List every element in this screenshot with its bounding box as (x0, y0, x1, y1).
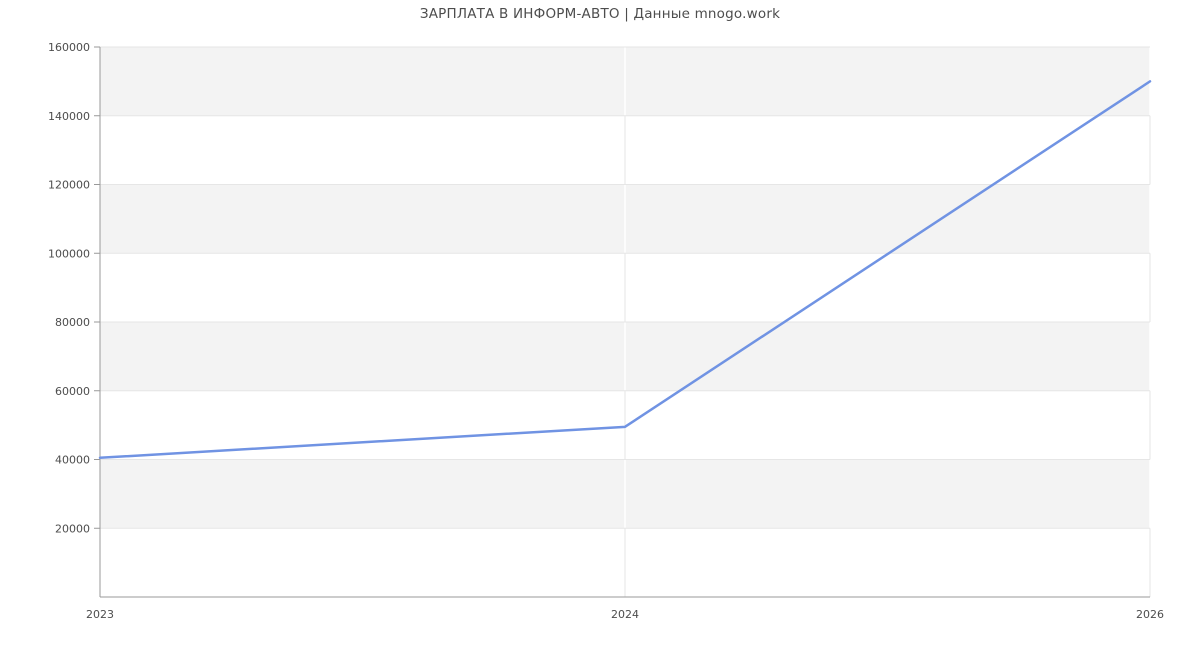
x-tick-label: 2024 (611, 608, 639, 621)
y-tick-label: 80000 (55, 316, 90, 329)
y-tick-label: 40000 (55, 454, 90, 467)
y-tick-label: 160000 (48, 41, 90, 54)
x-tick-label: 2026 (1136, 608, 1164, 621)
y-tick-label: 20000 (55, 522, 90, 535)
y-tick-label: 120000 (48, 179, 90, 192)
y-tick-label: 100000 (48, 247, 90, 260)
y-tick-label: 140000 (48, 110, 90, 123)
y-tick-label: 60000 (55, 385, 90, 398)
salary-series-line (98, 80, 1152, 460)
chart-title: ЗАРПЛАТА В ИНФОРМ-АВТО | Данные mnogo.wo… (419, 6, 781, 22)
x-tick-label: 2023 (86, 608, 114, 621)
